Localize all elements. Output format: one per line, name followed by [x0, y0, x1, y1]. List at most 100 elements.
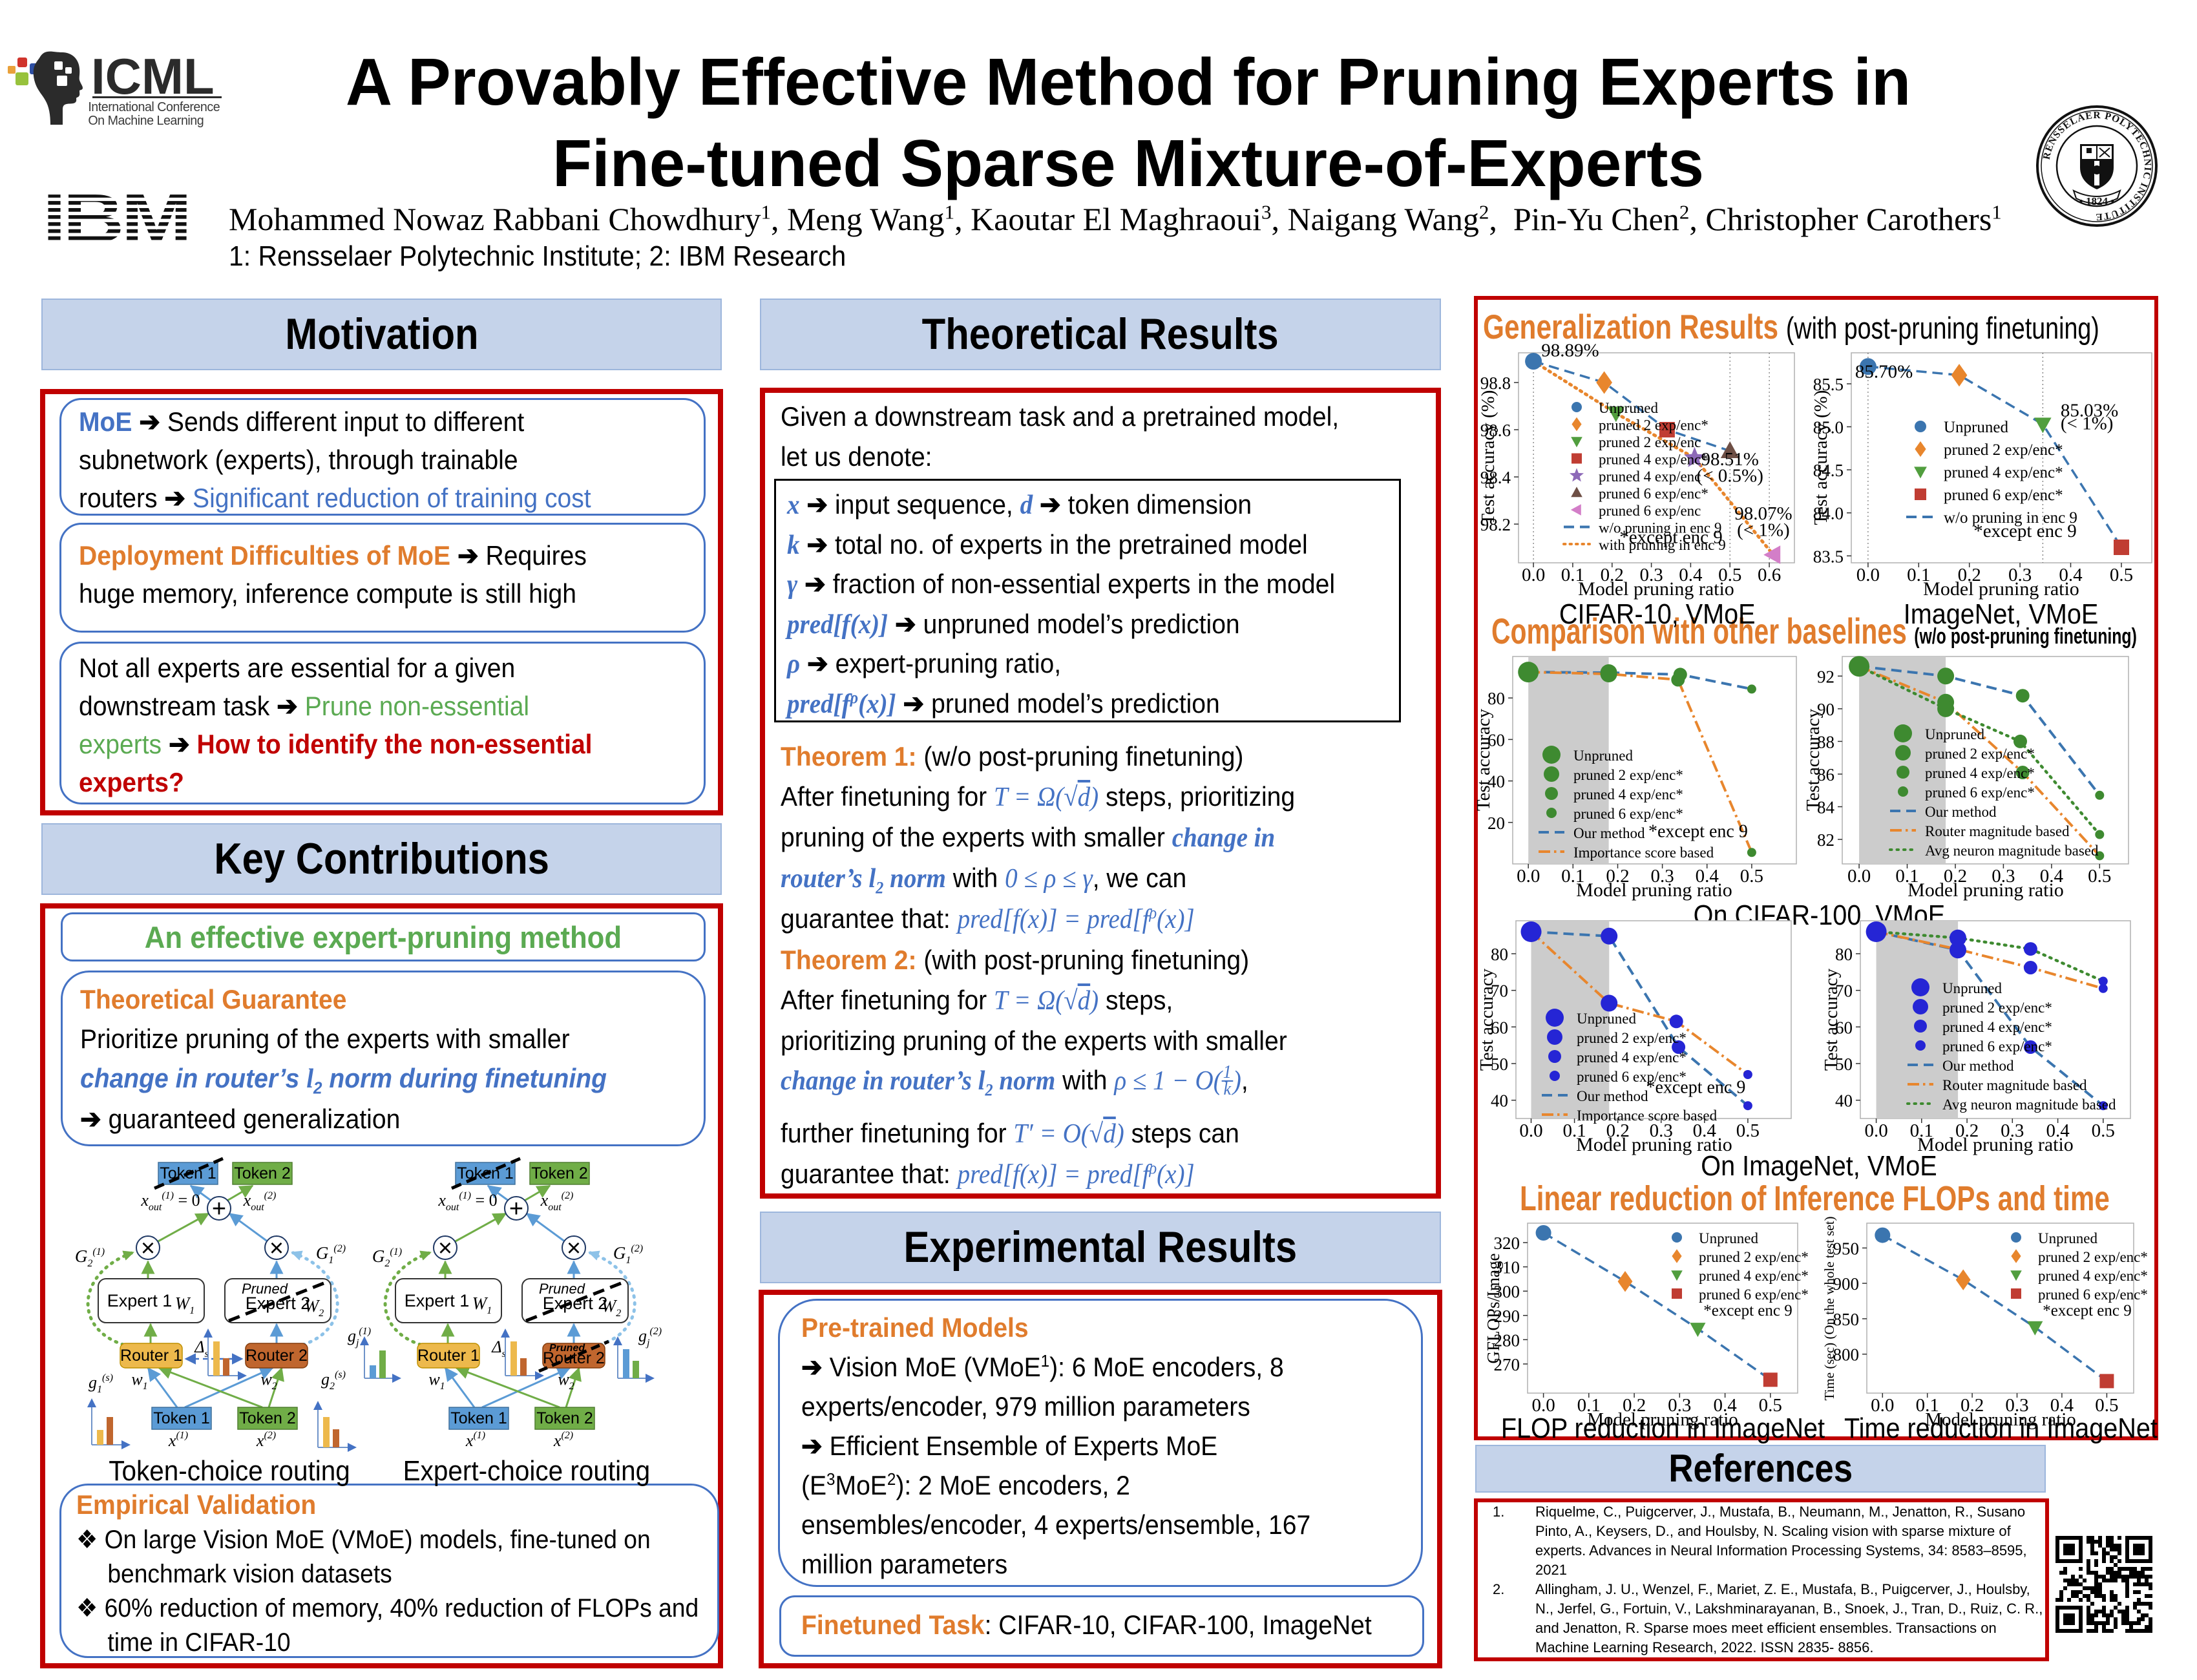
svg-text:0.1: 0.1: [1895, 866, 1918, 887]
svg-text:GFLOPs/Image: GFLOPs/Image: [1484, 1253, 1503, 1363]
svg-text:Test accuracy: Test accuracy: [1473, 708, 1494, 811]
svg-text:Time (sec) (On the whole test: Time (sec) (On the whole test set): [1822, 1216, 1837, 1400]
svg-text:280: 280: [1494, 1330, 1520, 1350]
svg-text:50: 50: [1491, 1055, 1508, 1074]
svg-text:Unpruned: Unpruned: [1699, 1230, 1758, 1246]
svg-text:0.1: 0.1: [1916, 1395, 1939, 1416]
svg-text:w/o pruning in enc 9: w/o pruning in enc 9: [1944, 509, 2077, 527]
svg-text:International Conference: International Conference: [88, 100, 220, 114]
svg-text:Test accuracy: Test accuracy: [1803, 708, 1824, 811]
svg-text:Avg neuron magnitude based: Avg neuron magnitude based: [1925, 843, 2099, 859]
svg-text:Model pruning ratio: Model pruning ratio: [1576, 879, 1732, 901]
svg-text:950: 950: [1833, 1239, 1860, 1258]
svg-text:0.0: 0.0: [1864, 1120, 1887, 1141]
svg-text:Our method: Our method: [1925, 804, 1997, 820]
svg-text:0.4: 0.4: [1696, 866, 1719, 887]
svg-text:Router 2: Router 2: [246, 1347, 308, 1365]
svg-text:0.2: 0.2: [1606, 866, 1629, 887]
svg-text:85.5: 85.5: [1813, 375, 1844, 394]
svg-text:Router 1: Router 1: [417, 1347, 479, 1365]
svg-text:pruned 2 exp/enc*: pruned 2 exp/enc*: [1577, 1030, 1687, 1046]
svg-text:• 1824 •: • 1824 •: [2079, 195, 2114, 207]
svg-text:Test accuracy: Test accuracy: [1821, 968, 1842, 1071]
svg-text:Pruned: Pruned: [242, 1281, 288, 1297]
svg-text:pruned 2 exp/enc*: pruned 2 exp/enc*: [1925, 746, 2035, 762]
svg-text:pruned 6 exp/enc*: pruned 6 exp/enc*: [1599, 486, 1708, 502]
svg-text:Unpruned: Unpruned: [1925, 726, 1984, 742]
svg-text:0.1: 0.1: [1561, 866, 1584, 887]
svg-text:Token 2: Token 2: [239, 1409, 296, 1427]
svg-text:0.2: 0.2: [1960, 1395, 1984, 1416]
svg-text:98.8: 98.8: [1480, 373, 1511, 393]
svg-text:Router magnitude based: Router magnitude based: [1942, 1077, 2087, 1093]
svg-text:60: 60: [1491, 1018, 1508, 1037]
svg-text:*except enc 9: *except enc 9: [2043, 1302, 2131, 1319]
svg-text:pruned 6 exp/enc*: pruned 6 exp/enc*: [2038, 1286, 2148, 1303]
svg-text:60: 60: [1835, 1018, 1853, 1037]
svg-text:pruned 6 exp/enc*: pruned 6 exp/enc*: [1699, 1286, 1809, 1303]
svg-text:0.4: 0.4: [1679, 565, 1703, 585]
svg-text:0.3: 0.3: [1992, 866, 2015, 887]
svg-text:0.5: 0.5: [1759, 1395, 1782, 1416]
svg-text:0.1: 0.1: [1561, 565, 1584, 585]
svg-text:pruned 4 exp/enc*: pruned 4 exp/enc*: [1942, 1019, 2052, 1035]
svg-text:Token 2: Token 2: [234, 1164, 291, 1182]
svg-text:Model pruning ratio: Model pruning ratio: [1925, 1409, 2076, 1430]
svg-text:Expert 1: Expert 1: [405, 1291, 470, 1310]
svg-text:Our method: Our method: [1577, 1088, 1648, 1104]
svg-text:0.4: 0.4: [1713, 1395, 1737, 1416]
svg-text:0.0: 0.0: [1856, 565, 1880, 585]
svg-text:0.5: 0.5: [1740, 866, 1763, 887]
svg-text:300: 300: [1494, 1282, 1520, 1301]
svg-text:98.6: 98.6: [1480, 421, 1511, 440]
svg-text:×: ×: [141, 1235, 155, 1262]
svg-text:pruned 2 exp/enc: pruned 2 exp/enc: [1599, 434, 1701, 450]
svg-text:310: 310: [1494, 1258, 1520, 1277]
svg-text:84.5: 84.5: [1813, 461, 1844, 480]
svg-text:Model pruning ratio: Model pruning ratio: [1578, 578, 1734, 600]
svg-text:270: 270: [1494, 1355, 1520, 1374]
svg-text:290: 290: [1494, 1307, 1520, 1326]
svg-text:80: 80: [1835, 945, 1853, 964]
svg-text:pruned 6 exp/enc*: pruned 6 exp/enc*: [1577, 1069, 1687, 1085]
svg-text:0.2: 0.2: [1958, 565, 1981, 585]
svg-text:88: 88: [1817, 732, 1834, 751]
svg-text:0.0: 0.0: [1847, 866, 1871, 887]
svg-text:0.0: 0.0: [1522, 565, 1545, 585]
svg-text:*except enc 9: *except enc 9: [1703, 1302, 1792, 1319]
svg-text:Test accuracy: Test accuracy: [1477, 968, 1497, 1071]
svg-text:0.4: 0.4: [2059, 565, 2083, 585]
svg-text:0.3: 0.3: [1650, 866, 1674, 887]
svg-text:×: ×: [438, 1235, 452, 1262]
svg-text:0.2: 0.2: [1955, 1120, 1979, 1141]
svg-text:Test accuracy (%): Test accuracy (%): [1478, 390, 1498, 525]
svg-text:Unpruned: Unpruned: [1942, 980, 2002, 996]
svg-text:pruned 6 exp/enc*: pruned 6 exp/enc*: [1925, 784, 2035, 801]
svg-text:*except enc 9: *except enc 9: [1646, 1077, 1745, 1097]
svg-text:pruned 4 exp/enc*: pruned 4 exp/enc*: [1577, 1049, 1687, 1066]
svg-text:Pruned: Pruned: [549, 1343, 585, 1354]
svg-text:pruned 4 exp/enc*: pruned 4 exp/enc*: [1599, 452, 1708, 468]
svg-text:Importance score based: Importance score based: [1577, 1108, 1718, 1124]
svg-text:0.0: 0.0: [1517, 866, 1540, 887]
svg-text:85.0: 85.0: [1813, 418, 1844, 437]
svg-text:0.4: 0.4: [2040, 866, 2064, 887]
svg-text:0.3: 0.3: [1650, 1120, 1673, 1141]
svg-text:70: 70: [1835, 982, 1853, 1001]
svg-text:0.1: 0.1: [1910, 1120, 1933, 1141]
svg-text:84: 84: [1817, 798, 1835, 817]
svg-text:50: 50: [1835, 1055, 1853, 1074]
svg-text:0.0: 0.0: [1519, 1120, 1542, 1141]
svg-text:pruned 4 exp/enc*: pruned 4 exp/enc*: [1573, 786, 1683, 803]
svg-text:Our method: Our method: [1573, 825, 1645, 841]
svg-text:ICML: ICML: [91, 48, 215, 105]
svg-text:85.70%: 85.70%: [1855, 362, 1913, 383]
svg-text:0.4: 0.4: [2046, 1120, 2070, 1141]
svg-text:85.03%: 85.03%: [2061, 401, 2118, 421]
svg-text:pruned 6 exp/enc*: pruned 6 exp/enc*: [1944, 487, 2063, 504]
svg-text:0.4: 0.4: [2050, 1395, 2074, 1416]
svg-text:pruned 2 exp/enc*: pruned 2 exp/enc*: [1573, 767, 1683, 783]
svg-text:800: 800: [1833, 1345, 1860, 1365]
svg-text:0.5: 0.5: [1736, 1120, 1760, 1141]
svg-text:0.2: 0.2: [1623, 1395, 1646, 1416]
